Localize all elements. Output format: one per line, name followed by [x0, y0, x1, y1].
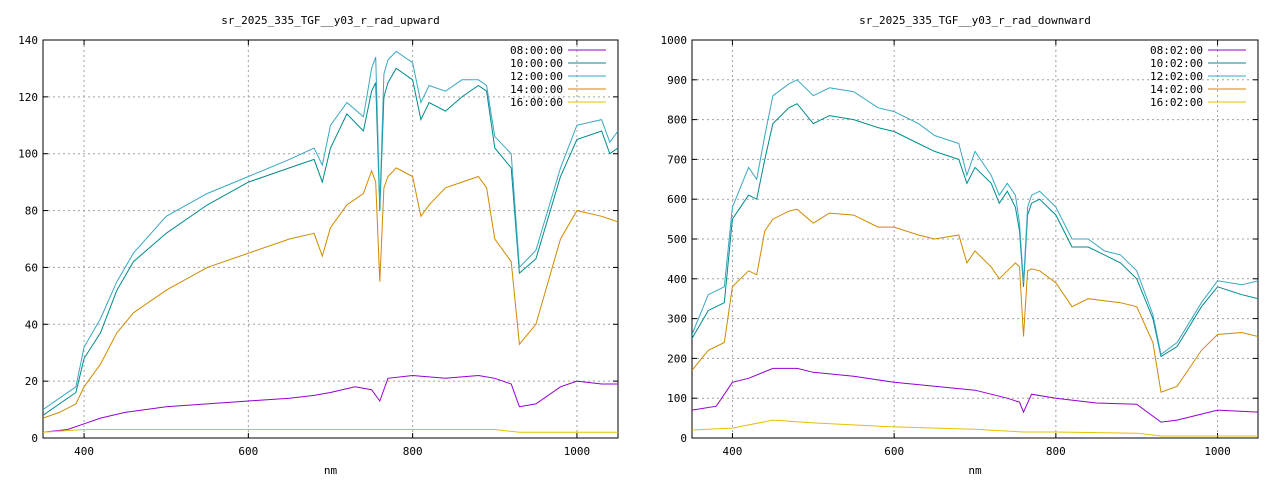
y-tick-label: 100 — [667, 392, 687, 405]
y-tick-label: 600 — [667, 193, 687, 206]
legend-label: 14:02:00 — [1150, 83, 1203, 96]
plot-frame — [42, 39, 619, 439]
series-line-5 — [43, 429, 618, 433]
legend-label: 16:02:00 — [1150, 96, 1203, 109]
legend-label: 10:00:00 — [510, 57, 563, 70]
chart-panel-1: 0 20 40 60 80 100 120 140 400 600 800 1000 sr_2025_3… — [18, 14, 619, 477]
series-line-3 — [692, 79, 1258, 356]
series-line-5 — [692, 419, 1258, 437]
series-line-4 — [43, 167, 618, 419]
x-tick-label: 400 — [74, 445, 94, 458]
chart-title: sr_2025_335_TGF__y03_r_rad_downward — [859, 14, 1091, 27]
legend-label: 14:00:00 — [510, 83, 563, 96]
y-tick-label: 1000 — [661, 34, 688, 47]
legend-label: 10:02:00 — [1150, 57, 1203, 70]
y-tick-label: 80 — [25, 205, 38, 218]
x-tick-label: 600 — [884, 445, 904, 458]
y-tick-label: 500 — [667, 233, 687, 246]
legend-label: 08:00:00 — [510, 44, 563, 57]
x-axis-label: nm — [968, 464, 982, 477]
x-tick-label: 1000 — [1204, 445, 1231, 458]
x-tick-label: 1000 — [564, 445, 591, 458]
series-line-3 — [43, 50, 618, 411]
series-line-1 — [692, 367, 1258, 423]
legend-label: 16:00:00 — [510, 96, 563, 109]
x-tick-label: 800 — [403, 445, 423, 458]
y-tick-label: 700 — [667, 153, 687, 166]
series-line-4 — [692, 208, 1258, 393]
y-tick-label: 400 — [667, 273, 687, 286]
series-line-1 — [43, 374, 618, 433]
y-tick-label: 40 — [25, 318, 38, 331]
legend-label: 12:00:00 — [510, 70, 563, 83]
chart-panel-2: 0 100 200 300 400 500 600 700 800 900 1000 400 600 80… — [661, 14, 1259, 477]
y-tick-label: 0 — [680, 432, 687, 445]
legend-label: 08:02:00 — [1150, 44, 1203, 57]
y-tick-label: 300 — [667, 313, 687, 326]
y-tick-label: 0 — [31, 432, 38, 445]
y-tick-label: 60 — [25, 261, 38, 274]
y-tick-label: 900 — [667, 74, 687, 87]
y-tick-label: 200 — [667, 352, 687, 365]
x-axis-label: nm — [324, 464, 338, 477]
y-tick-label: 100 — [18, 148, 38, 161]
series-line-2 — [43, 67, 618, 416]
x-tick-label: 600 — [238, 445, 258, 458]
y-tick-label: 20 — [25, 375, 38, 388]
x-tick-label: 400 — [722, 445, 742, 458]
y-tick-label: 120 — [18, 91, 38, 104]
x-tick-label: 800 — [1046, 445, 1066, 458]
chart-title: sr_2025_335_TGF__y03_r_rad_upward — [221, 14, 440, 27]
y-tick-label: 140 — [18, 34, 38, 47]
series-line-2 — [692, 103, 1258, 358]
y-tick-label: 800 — [667, 114, 687, 127]
legend-label: 12:02:00 — [1150, 70, 1203, 83]
